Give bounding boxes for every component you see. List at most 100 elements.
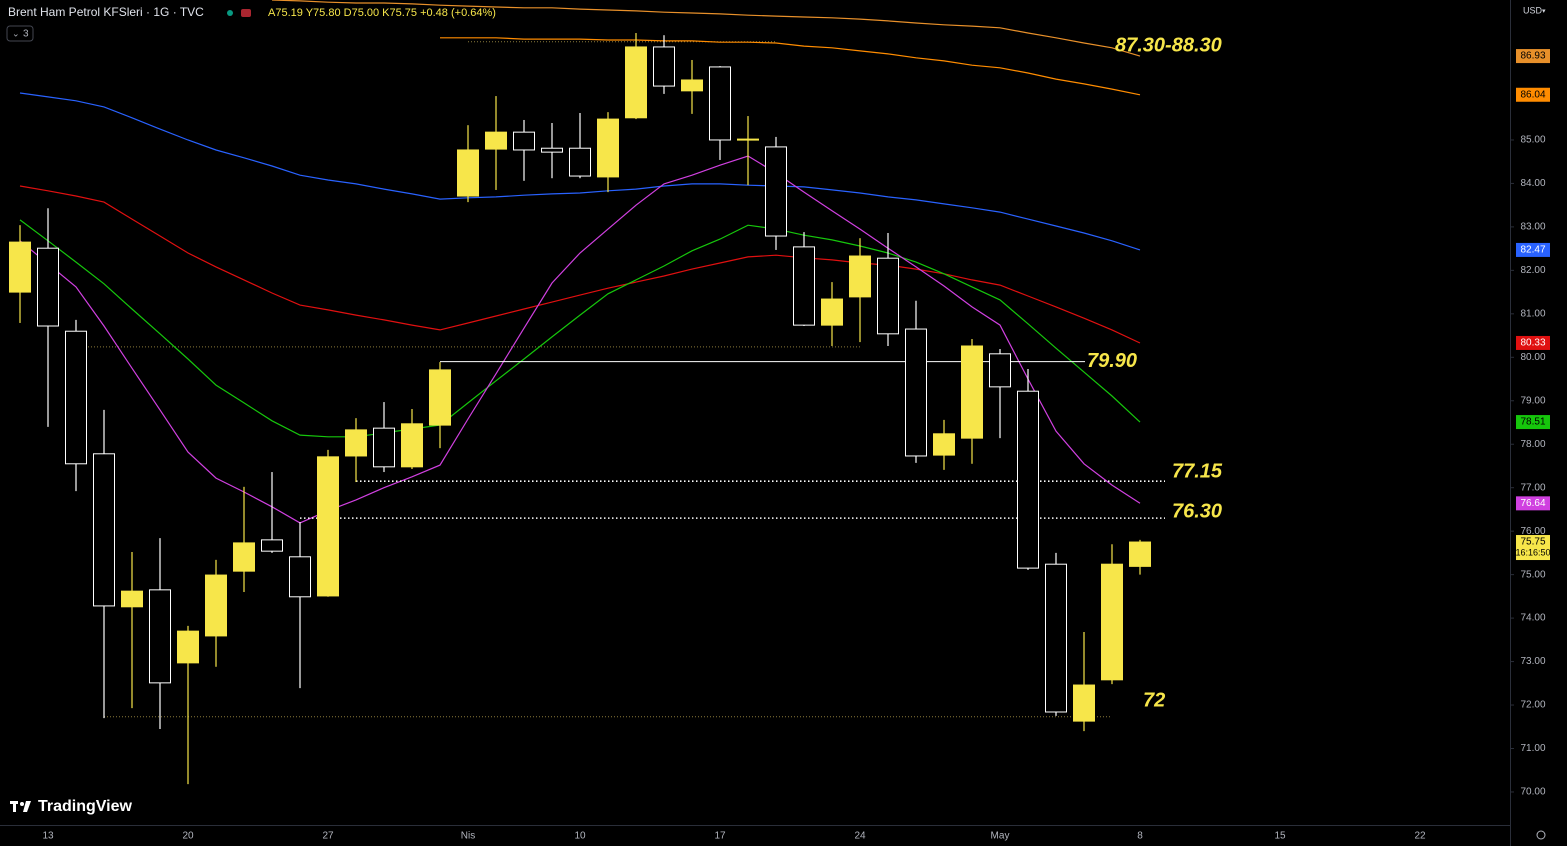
level-label: 77.15 xyxy=(1172,460,1223,482)
annotation: 72 xyxy=(1143,689,1165,711)
x-tick-label: 15 xyxy=(1274,831,1286,842)
ma-line xyxy=(440,37,1141,96)
currency[interactable]: USD xyxy=(1523,5,1543,15)
candle-body xyxy=(1129,541,1151,567)
candle-body xyxy=(905,328,927,457)
candle-body xyxy=(597,118,619,178)
candle-body xyxy=(1045,563,1067,713)
price-badge xyxy=(1516,87,1550,102)
y-tick-label: 75.00 xyxy=(1520,569,1545,580)
price-badge-label: 86.93 xyxy=(1520,51,1545,62)
y-tick-label: 74.00 xyxy=(1520,613,1545,624)
annotation: 87.30-88.30 xyxy=(1115,34,1222,56)
candle-body xyxy=(373,427,395,468)
ma-line xyxy=(19,185,1141,344)
candle-body xyxy=(65,330,87,465)
logo-stem xyxy=(13,801,16,812)
x-tick-label: 13 xyxy=(42,831,54,842)
last-price-label: 75.75 xyxy=(1520,537,1545,548)
candle-body xyxy=(569,147,591,177)
price-badge xyxy=(1516,242,1550,257)
countdown: 16:16:50 xyxy=(1515,547,1550,557)
y-tick-label: 79.00 xyxy=(1520,395,1545,406)
level-label: 76.30 xyxy=(1172,500,1222,522)
plot-area xyxy=(9,0,1165,785)
candle-body xyxy=(849,255,871,298)
y-tick-label: 80.00 xyxy=(1520,352,1545,363)
ma-line xyxy=(271,0,1141,57)
y-tick-label: 71.00 xyxy=(1520,743,1545,754)
y-tick-label: 78.00 xyxy=(1520,439,1545,450)
status-dot xyxy=(227,10,233,16)
candle-body xyxy=(933,433,955,456)
candle-body xyxy=(9,241,31,293)
candle-body xyxy=(429,369,451,426)
x-tick-label: 27 xyxy=(322,831,334,842)
y-tick-label: 73.00 xyxy=(1520,656,1545,667)
price-badge-label: 86.04 xyxy=(1520,89,1545,100)
chevron: ⌄ xyxy=(12,28,20,38)
y-tick-label: 72.00 xyxy=(1520,700,1545,711)
x-tick-label: Nis xyxy=(461,831,475,842)
candle-body xyxy=(737,138,759,141)
candle-body xyxy=(541,147,563,153)
candle-body xyxy=(93,453,115,607)
y-tick-label: 85.00 xyxy=(1520,135,1545,146)
candle-body xyxy=(177,630,199,664)
axes: 70.00 71.00 72.00 73.00 74.00 75.00 76.00 77.00… xyxy=(42,49,1551,842)
price-badge xyxy=(1516,335,1550,350)
x-tick-label: 20 xyxy=(182,831,194,842)
candle-body xyxy=(401,423,423,468)
candle-body xyxy=(149,589,171,684)
candle-body xyxy=(961,345,983,439)
price-badge-label: 76.64 xyxy=(1520,498,1545,509)
logo-dot xyxy=(20,802,24,806)
status-icon xyxy=(241,9,251,17)
candle-body xyxy=(1101,563,1123,681)
candle-body xyxy=(793,246,815,326)
x-tick-label: 8 xyxy=(1137,831,1143,842)
candle-body xyxy=(653,46,675,87)
y-tick-label: 76.00 xyxy=(1520,526,1545,537)
price-badge-label: 82.47 xyxy=(1520,245,1545,256)
price-badge xyxy=(1516,496,1550,511)
x-tick-label: 17 xyxy=(714,831,726,842)
candle-body xyxy=(261,539,283,552)
candle-body xyxy=(681,79,703,92)
ma-line xyxy=(19,219,1141,438)
x-tick-label: May xyxy=(991,831,1010,842)
candle-body xyxy=(625,46,647,119)
candle-body xyxy=(1073,684,1095,722)
candle-body xyxy=(457,149,479,197)
x-tick-label: 22 xyxy=(1414,831,1426,842)
candle-body xyxy=(765,146,787,237)
candle-body xyxy=(121,590,143,608)
candle-body xyxy=(205,574,227,637)
candle-body xyxy=(989,353,1011,388)
indicator-count: 3 xyxy=(23,29,29,40)
price-badge-label: 78.51 xyxy=(1520,417,1545,428)
y-tick-label: 81.00 xyxy=(1520,308,1545,319)
y-tick-label: 82.00 xyxy=(1520,265,1545,276)
x-tick-label: 10 xyxy=(574,831,586,842)
candle-body xyxy=(821,298,843,326)
level-label: 79.90 xyxy=(1087,350,1137,372)
candle-body xyxy=(485,131,507,150)
price-badge xyxy=(1516,49,1550,64)
ohlc-values: A75.19 Y75.80 D75.00 K75.75 +0.48 (+0.64… xyxy=(268,7,496,19)
candle-body xyxy=(289,556,311,598)
y-tick-label: 77.00 xyxy=(1520,482,1545,493)
candle-body xyxy=(877,257,899,335)
symbol-title: Brent Ham Petrol KFSleri · 1G · TVC xyxy=(8,5,204,19)
brand-name: TradingView xyxy=(38,798,133,815)
logo-slant xyxy=(23,801,31,812)
ma-line xyxy=(19,92,1141,251)
settings-icon[interactable] xyxy=(1536,830,1546,840)
candle-body xyxy=(709,66,731,141)
price-badge-label: 80.33 xyxy=(1520,338,1545,349)
last-price-badge xyxy=(1516,535,1550,561)
indicator-toggle[interactable] xyxy=(6,25,34,42)
y-tick-label: 83.00 xyxy=(1520,222,1545,233)
